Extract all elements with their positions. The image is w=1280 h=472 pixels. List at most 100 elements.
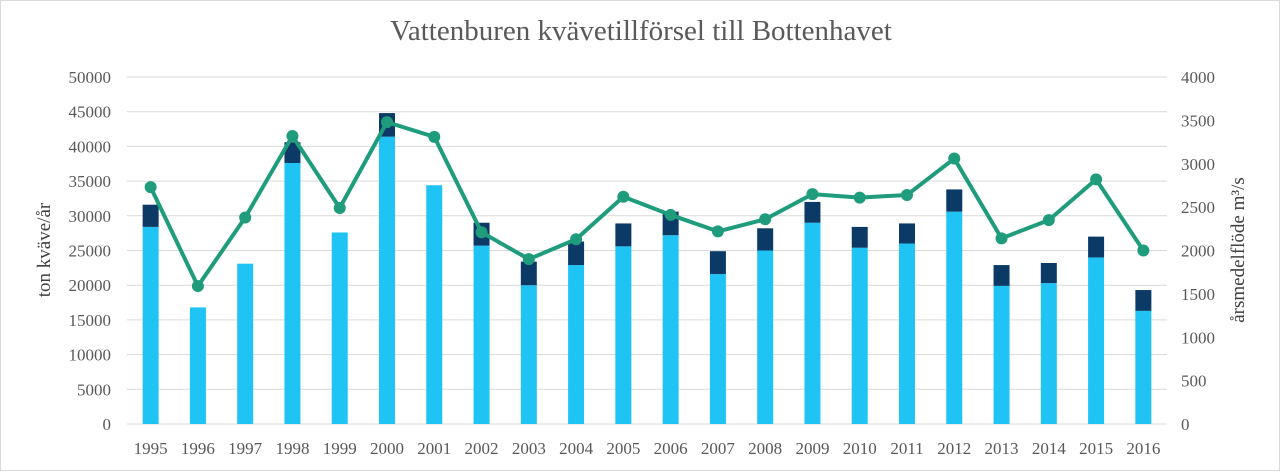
x-tick-label: 2006 — [654, 439, 688, 458]
grid-lines — [127, 76, 1167, 425]
flow-point — [759, 213, 772, 226]
y-left-tick-label: 30000 — [69, 207, 112, 226]
flow-point — [286, 129, 299, 142]
y-right-tick-label: 3000 — [1181, 155, 1215, 174]
bar — [1088, 257, 1105, 424]
bar — [379, 136, 395, 424]
bar — [615, 223, 632, 247]
x-tick-label: 2013 — [985, 439, 1019, 458]
bar — [237, 263, 254, 424]
x-tick-label: 1999 — [323, 439, 357, 458]
bar — [473, 245, 490, 424]
flow-point — [522, 253, 535, 266]
bar — [426, 185, 443, 424]
x-tick-label: 1996 — [181, 439, 215, 458]
x-tick-label: 1998 — [275, 439, 309, 458]
bar — [1135, 310, 1152, 424]
bar — [946, 189, 963, 212]
y-left-tick-label: 40000 — [69, 137, 112, 156]
y-right-tick-label: 0 — [1181, 415, 1190, 434]
bar — [851, 247, 868, 424]
flow-point — [664, 208, 677, 221]
y-left-tick-label: 15000 — [69, 311, 112, 330]
flow-point — [617, 190, 630, 203]
flow-point — [144, 181, 157, 194]
x-tick-label: 2009 — [795, 439, 829, 458]
flow-point — [1090, 173, 1103, 186]
y-left-tick-label: 20000 — [69, 276, 112, 295]
y-right-tick-label: 500 — [1181, 372, 1207, 391]
flow-point — [901, 188, 913, 201]
x-tick-label: 2015 — [1079, 439, 1113, 458]
bar — [993, 285, 1010, 424]
bar — [568, 265, 585, 424]
x-tick-label: 2002 — [465, 439, 499, 458]
bar — [142, 226, 159, 424]
y-right-tick-label: 1000 — [1181, 328, 1215, 347]
bars — [142, 113, 1152, 424]
bar — [662, 235, 679, 424]
y-left-tick-label: 5000 — [77, 380, 111, 399]
y-right-tick-label: 2500 — [1181, 198, 1215, 217]
bar — [520, 261, 537, 286]
flow-point — [1137, 244, 1150, 257]
y-left-tick-label: 10000 — [69, 346, 112, 365]
x-tick-label: 2008 — [748, 439, 782, 458]
bar — [189, 307, 206, 424]
bar — [804, 222, 821, 424]
y-left-tick-label: 25000 — [69, 242, 112, 261]
flow-line-series — [144, 116, 1150, 293]
bar — [851, 226, 868, 248]
flow-point — [333, 201, 346, 214]
x-tick-label: 2012 — [937, 439, 971, 458]
flow-point — [239, 211, 252, 224]
flow-point — [428, 130, 441, 143]
x-tick-label: 2003 — [512, 439, 546, 458]
bar — [331, 232, 348, 424]
flow-point — [1042, 214, 1055, 227]
x-tick-label: 2016 — [1126, 439, 1160, 458]
bar — [993, 265, 1010, 286]
flow-point — [570, 233, 583, 246]
bar — [520, 285, 537, 424]
flow-point — [995, 232, 1008, 245]
flow-point — [853, 191, 866, 204]
y-left-tick-label: 50000 — [69, 68, 112, 87]
bar — [709, 251, 726, 275]
bar — [284, 163, 301, 424]
bar — [899, 223, 915, 244]
y-right-tick-label: 3500 — [1181, 111, 1215, 130]
flow-point — [806, 188, 819, 201]
bar — [568, 241, 585, 266]
x-tick-label: 2007 — [701, 439, 736, 458]
y-left-tick-label: 0 — [103, 415, 112, 434]
axis-ticks: 0500010000150002000025000300003500040000… — [69, 68, 1216, 458]
x-tick-label: 2011 — [890, 439, 923, 458]
flow-point — [191, 280, 204, 293]
x-tick-label: 2004 — [559, 439, 594, 458]
bar — [946, 211, 963, 424]
flow-point — [948, 152, 961, 165]
flow-point — [711, 225, 724, 238]
x-tick-label: 1997 — [228, 439, 263, 458]
bar — [709, 274, 726, 424]
x-tick-label: 1995 — [134, 439, 168, 458]
y-left-tick-label: 45000 — [69, 103, 112, 122]
chart-title: Vattenburen kvävetillförsel till Bottenh… — [390, 15, 892, 47]
bar — [1040, 262, 1057, 284]
bar — [804, 201, 821, 223]
y-left-tick-label: 35000 — [69, 172, 112, 191]
bar — [1135, 290, 1152, 311]
y-right-tick-label: 4000 — [1181, 68, 1215, 87]
x-tick-label: 2010 — [843, 439, 877, 458]
bar — [615, 246, 632, 424]
bar — [757, 250, 774, 424]
bar — [142, 204, 159, 227]
y-right-tick-label: 2000 — [1181, 242, 1215, 261]
bar — [1088, 236, 1105, 258]
flow-point — [475, 226, 488, 239]
bar — [1040, 283, 1057, 424]
y-right-tick-label: 1500 — [1181, 285, 1215, 304]
